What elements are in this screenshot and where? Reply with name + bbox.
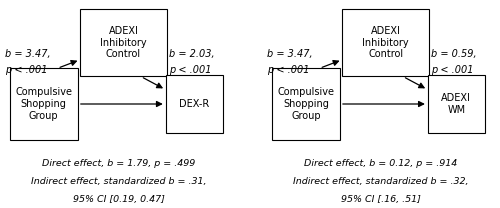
FancyBboxPatch shape bbox=[10, 68, 78, 140]
Text: p < .001: p < .001 bbox=[431, 65, 474, 75]
FancyBboxPatch shape bbox=[80, 9, 167, 77]
Text: p < .001: p < .001 bbox=[169, 65, 212, 75]
Text: b = 0.59,: b = 0.59, bbox=[431, 49, 477, 59]
Text: b = 2.03,: b = 2.03, bbox=[169, 49, 214, 59]
Text: ADEXI
Inhibitory
Control: ADEXI Inhibitory Control bbox=[362, 26, 409, 59]
Text: Compulsive
Shopping
Group: Compulsive Shopping Group bbox=[278, 87, 334, 121]
Text: Direct effect, b = 1.79, p = .499: Direct effect, b = 1.79, p = .499 bbox=[42, 159, 196, 168]
Text: DEX-R: DEX-R bbox=[179, 99, 210, 109]
Text: b = 3.47,: b = 3.47, bbox=[5, 49, 51, 59]
FancyBboxPatch shape bbox=[272, 68, 340, 140]
Text: Indirect effect, standardized b = .31,: Indirect effect, standardized b = .31, bbox=[31, 177, 206, 186]
Text: ADEXI
Inhibitory
Control: ADEXI Inhibitory Control bbox=[100, 26, 147, 59]
FancyBboxPatch shape bbox=[342, 9, 429, 77]
Text: Compulsive
Shopping
Group: Compulsive Shopping Group bbox=[15, 87, 72, 121]
Text: ADEXI
WM: ADEXI WM bbox=[442, 93, 471, 115]
FancyBboxPatch shape bbox=[166, 76, 222, 132]
Text: Indirect effect, standardized b = .32,: Indirect effect, standardized b = .32, bbox=[294, 177, 469, 186]
Text: 95% CI [0.19, 0.47]: 95% CI [0.19, 0.47] bbox=[73, 195, 165, 204]
Text: p < .001: p < .001 bbox=[5, 65, 48, 75]
Text: p < .001: p < .001 bbox=[267, 65, 310, 75]
Text: 95% CI [.16, .51]: 95% CI [.16, .51] bbox=[341, 195, 421, 204]
Text: b = 3.47,: b = 3.47, bbox=[267, 49, 312, 59]
FancyBboxPatch shape bbox=[428, 76, 484, 132]
Text: Direct effect, b = 0.12, p = .914: Direct effect, b = 0.12, p = .914 bbox=[304, 159, 458, 168]
